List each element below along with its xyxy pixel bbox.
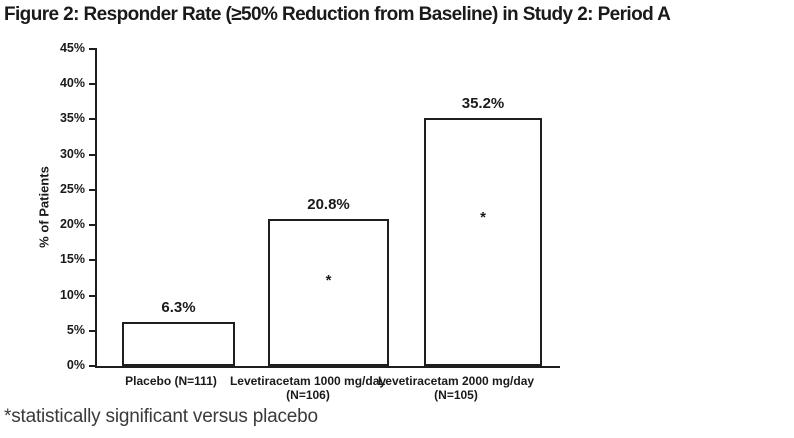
y-tick-label: 20% xyxy=(59,217,85,232)
x-axis-label-line2: (N=105) xyxy=(434,388,478,402)
y-axis-tick xyxy=(89,365,97,367)
significance-footnote: *statistically significant versus placeb… xyxy=(4,406,318,427)
bar-value-label: 6.3% xyxy=(161,299,196,316)
y-axis-tick xyxy=(89,118,97,121)
y-axis-tick xyxy=(89,83,97,86)
x-axis-label: Levetiracetam 1000 mg/day (N=106) xyxy=(198,374,418,402)
y-axis-tick xyxy=(89,329,97,332)
y-tick-label: 25% xyxy=(59,181,85,196)
y-tick-label: 10% xyxy=(59,287,85,302)
y-tick-label: 40% xyxy=(59,76,85,91)
x-axis-label-line1: Placebo (N=111) xyxy=(125,374,217,388)
bar-value-label: 35.2% xyxy=(461,95,505,112)
y-tick-label: 15% xyxy=(59,252,85,267)
y-axis-tick xyxy=(89,48,97,50)
x-axis-label-line1: Levetiracetam 1000 mg/day xyxy=(229,374,387,388)
y-tick-label: 5% xyxy=(66,322,85,337)
significance-asterisk: * xyxy=(480,209,486,226)
figure-title: Figure 2: Responder Rate (≥50% Reduction… xyxy=(4,4,671,25)
bar-value-label: 20.8% xyxy=(307,196,350,213)
y-tick-label: 30% xyxy=(59,146,85,161)
plot-area: 0% 5% 10% 15% 20% 25% 30% 35% 40% 45% 6.3% Placebo … xyxy=(60,41,560,402)
y-tick-label: 35% xyxy=(59,111,85,126)
y-axis-title: % of Patients xyxy=(36,166,52,248)
significance-asterisk: * xyxy=(325,272,332,289)
x-axis-label: Placebo (N=111) xyxy=(61,374,281,388)
y-axis-tick xyxy=(89,188,97,191)
y-tick-label: 0% xyxy=(66,358,85,372)
y-axis-tick xyxy=(89,259,97,262)
bar-2: * xyxy=(268,219,389,366)
x-axis-label-line1: Levetiracetam 2000 mg/day xyxy=(377,374,535,388)
x-axis-label: Levetiracetam 2000 mg/day (N=105) xyxy=(346,374,566,402)
bar-3: * xyxy=(424,118,542,366)
y-tick-label: 45% xyxy=(59,41,85,55)
y-axis-tick xyxy=(89,224,97,227)
y-axis-tick xyxy=(89,153,97,156)
y-axis-tick xyxy=(89,294,97,297)
bar-1 xyxy=(122,322,235,366)
x-axis-label-line2: (N=106) xyxy=(286,388,330,402)
